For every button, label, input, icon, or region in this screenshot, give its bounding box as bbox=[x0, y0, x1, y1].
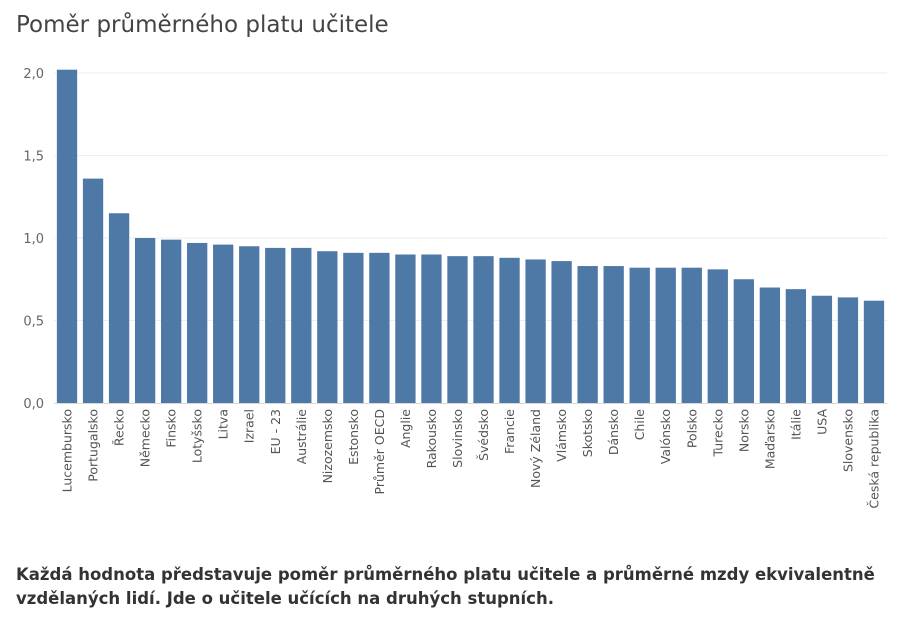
bar-chart: 0,0 0,5 1,0 1,5 2,0 Lucembursko Portugalsko Ře… bbox=[23, 67, 887, 509]
bar[interactable] bbox=[239, 246, 260, 403]
bar[interactable] bbox=[785, 289, 807, 403]
x-tick-label: Maďarsko bbox=[762, 409, 777, 469]
bar[interactable] bbox=[369, 252, 390, 403]
x-tick-label: Německo bbox=[138, 409, 153, 467]
bar[interactable] bbox=[577, 266, 598, 403]
chart-caption: Každá hodnota představuje poměr průměrné… bbox=[16, 565, 875, 608]
bar[interactable] bbox=[473, 256, 494, 403]
bar[interactable] bbox=[863, 300, 885, 403]
bar[interactable] bbox=[317, 251, 338, 403]
x-tick-label: Polsko bbox=[684, 409, 699, 448]
y-tick-label: 2,0 bbox=[23, 67, 44, 82]
bar[interactable] bbox=[759, 287, 781, 404]
x-tick-label: Skotsko bbox=[580, 409, 595, 457]
bars bbox=[56, 69, 885, 404]
y-tick-label: 1,5 bbox=[23, 150, 44, 165]
bar[interactable] bbox=[525, 259, 546, 403]
bar[interactable] bbox=[343, 252, 364, 403]
bar[interactable] bbox=[837, 297, 859, 403]
x-tick-label: Nizozemsko bbox=[320, 409, 335, 483]
x-tick-label: Chile bbox=[632, 409, 647, 441]
chart-title: Poměr průměrného platu učitele bbox=[16, 12, 389, 38]
x-tick-label: EU - 23 bbox=[268, 409, 283, 454]
x-tick-label: Anglie bbox=[398, 409, 413, 448]
bar[interactable] bbox=[551, 261, 572, 403]
bar[interactable] bbox=[681, 267, 702, 403]
x-tick-label: Finsko bbox=[164, 409, 179, 448]
bar[interactable] bbox=[395, 254, 416, 404]
x-tick-label: Vlámsko bbox=[554, 409, 569, 462]
bar[interactable] bbox=[447, 256, 468, 403]
x-tick-label: Průměr OECD bbox=[372, 409, 387, 494]
bar[interactable] bbox=[629, 267, 650, 403]
x-tick-label: Litva bbox=[216, 409, 231, 439]
x-tick-label: Rakousko bbox=[424, 409, 439, 468]
bar[interactable] bbox=[707, 269, 728, 403]
y-tick-label: 0,0 bbox=[23, 397, 44, 412]
bar[interactable] bbox=[291, 247, 312, 403]
x-tick-label: Lotyšsko bbox=[190, 409, 205, 463]
x-tick-label: Portugalsko bbox=[86, 409, 101, 482]
bar[interactable] bbox=[82, 178, 104, 403]
bar[interactable] bbox=[733, 279, 754, 403]
bar[interactable] bbox=[56, 69, 78, 403]
bar[interactable] bbox=[160, 239, 182, 403]
x-tick-label: Estonsko bbox=[346, 409, 361, 465]
bar[interactable] bbox=[421, 254, 442, 404]
bar[interactable] bbox=[655, 267, 676, 403]
x-tick-label: Nový Zéland bbox=[528, 409, 543, 488]
x-tick-label: USA bbox=[814, 409, 829, 435]
x-tick-label: Švédsko bbox=[476, 409, 491, 461]
bar[interactable] bbox=[265, 247, 286, 403]
bar[interactable] bbox=[213, 244, 234, 403]
bar[interactable] bbox=[187, 242, 208, 403]
x-tick-label: Norsko bbox=[736, 409, 751, 452]
x-tick-label: Slovinsko bbox=[450, 409, 465, 468]
x-tick-label: Dánsko bbox=[606, 409, 621, 455]
y-tick-label: 1,0 bbox=[23, 232, 44, 247]
x-tick-label: Lucembursko bbox=[60, 409, 75, 492]
x-tick-label: Řecko bbox=[112, 409, 127, 446]
bar[interactable] bbox=[603, 266, 624, 403]
x-tick-label: Česká republika bbox=[866, 409, 881, 509]
x-tick-label: Francie bbox=[502, 409, 517, 454]
x-tick-label: Izrael bbox=[242, 409, 257, 443]
x-tick-label: Austrálie bbox=[294, 409, 309, 465]
bar[interactable] bbox=[134, 238, 156, 403]
x-tick-label: Slovensko bbox=[840, 409, 855, 472]
bar[interactable] bbox=[499, 257, 520, 403]
bar[interactable] bbox=[811, 295, 833, 403]
bar[interactable] bbox=[108, 213, 130, 403]
y-axis-ticks: 0,0 0,5 1,0 1,5 2,0 bbox=[23, 67, 44, 412]
x-tick-label: Itálie bbox=[788, 409, 803, 440]
x-tick-label: Turecko bbox=[710, 409, 725, 458]
x-tick-label: Valónsko bbox=[658, 409, 673, 464]
x-axis-labels: Lucembursko Portugalsko Řecko Německo Finsko… bbox=[60, 409, 882, 509]
y-tick-label: 0,5 bbox=[23, 315, 44, 330]
